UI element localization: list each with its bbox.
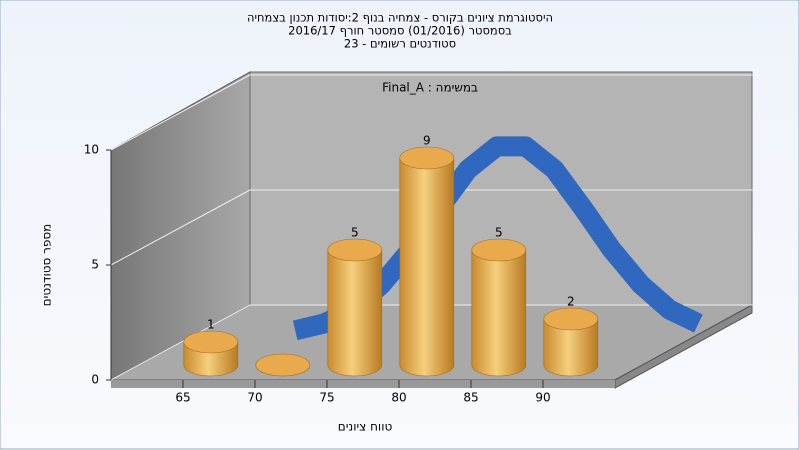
data-label: 1 (207, 318, 215, 332)
data-label: 5 (495, 226, 503, 240)
floor-front (111, 380, 615, 388)
grid-line (110, 189, 251, 266)
bar (543, 318, 599, 377)
bar (327, 249, 383, 377)
x-tick-label: 85 (463, 391, 478, 405)
chart-title: היסטוגרמת ציונים בקורס - צמחיה בנוף 2:יס… (247, 11, 553, 25)
plot: 1 5 9 5 2 (110, 74, 754, 381)
x-tick-label: 90 (535, 391, 550, 405)
y-axis-label: מספר סטודנטים (40, 224, 54, 307)
y-tick-label: 0 (91, 373, 99, 387)
bar-top (255, 353, 311, 377)
bar-top (183, 330, 239, 354)
y-tick-label: 10 (84, 143, 99, 157)
chart-subtitle: סטודנטים רשומים - 23 (344, 37, 456, 51)
x-tick-label: 65 (175, 391, 190, 405)
grid-line (110, 74, 251, 151)
bar-top (471, 238, 527, 262)
data-label: 5 (351, 226, 359, 240)
bar-top (327, 238, 383, 262)
x-axis-label: טווח ציונים (338, 420, 393, 434)
data-label: 9 (423, 134, 431, 148)
x-tick-label: 75 (319, 391, 334, 405)
bar (399, 157, 455, 377)
bar-top (399, 146, 455, 170)
x-tick-label: 80 (391, 391, 406, 405)
y-tick-label: 5 (91, 258, 99, 272)
bar-top (543, 307, 599, 331)
grid-line (110, 304, 251, 381)
data-label: 2 (567, 295, 575, 309)
x-tick-label: 70 (247, 391, 262, 405)
annotation: Final_A : במשימה (382, 81, 478, 95)
bar (471, 249, 527, 377)
chart-subtitle: בסמסטר (01/2016) סמסטר חורף 2016/17 (288, 24, 512, 38)
